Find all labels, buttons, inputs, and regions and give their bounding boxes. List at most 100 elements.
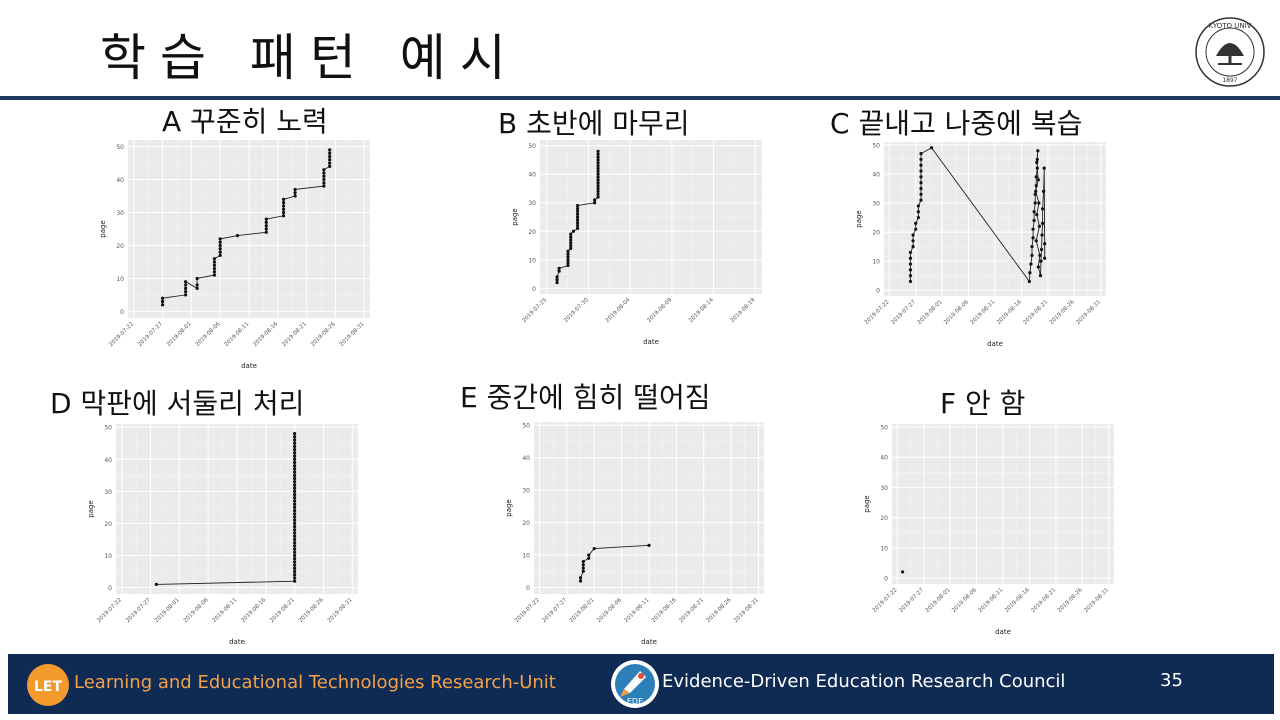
data-point xyxy=(195,283,199,287)
data-point xyxy=(212,263,217,267)
data-point xyxy=(1027,279,1031,284)
data-point xyxy=(293,557,297,561)
data-point xyxy=(293,483,297,487)
y-tick-label: 50 xyxy=(528,143,536,150)
data-point xyxy=(1043,256,1047,260)
plot-b: 0 10 20 30 40 50 2019-07-25 2019-07-30 2019-08-0… xyxy=(511,140,762,346)
data-point xyxy=(919,181,923,185)
data-point xyxy=(1035,166,1039,170)
data-point xyxy=(322,168,326,172)
data-point xyxy=(596,172,600,176)
x-axis-title: date xyxy=(995,628,1011,636)
data-point xyxy=(293,454,297,458)
data-point xyxy=(596,195,600,199)
data-point xyxy=(293,451,297,455)
panel-label-f: F 안 함 xyxy=(940,387,1026,420)
data-point xyxy=(1031,227,1035,231)
svg-text:KYOTO UNIV: KYOTO UNIV xyxy=(1209,22,1252,30)
x-tick-label: 2019-08-11 xyxy=(970,299,997,326)
data-point xyxy=(184,290,188,294)
x-tick-label: 2019-08-21 xyxy=(269,597,296,624)
x-tick-label: 2019-08-01 xyxy=(917,299,944,326)
data-point xyxy=(1036,265,1040,269)
data-point xyxy=(1040,233,1044,237)
x-tick-label: 2019-08-21 xyxy=(1030,587,1057,614)
panel-label-e: E 중간에 힘히 떨어짐 xyxy=(460,381,711,414)
data-point xyxy=(1034,183,1038,188)
y-tick-label: 40 xyxy=(116,177,124,184)
y-tick-label: 50 xyxy=(522,423,530,430)
data-point xyxy=(212,257,217,261)
y-axis-title: page xyxy=(511,208,519,225)
data-point xyxy=(596,178,600,182)
data-point xyxy=(293,569,297,574)
panel-label-a: A 꾸준히 노력 xyxy=(162,105,328,138)
data-point xyxy=(293,492,297,497)
data-point xyxy=(596,184,600,188)
data-point xyxy=(293,476,297,481)
x-tick-label: 2019-08-06 xyxy=(596,597,623,624)
x-tick-label: 2019-08-09 xyxy=(646,297,673,324)
data-point xyxy=(566,252,570,256)
y-tick-label: 40 xyxy=(522,455,530,462)
data-point xyxy=(293,525,297,529)
data-point xyxy=(1033,192,1037,196)
x-tick-label: 2019-08-16 xyxy=(252,321,279,348)
data-point xyxy=(575,218,580,222)
data-point xyxy=(1033,201,1037,205)
data-point xyxy=(900,570,905,574)
data-point xyxy=(293,470,297,474)
data-point xyxy=(235,233,240,238)
data-point xyxy=(293,448,297,452)
y-axis-title: page xyxy=(505,499,513,516)
data-point xyxy=(328,158,332,162)
x-tick-label: 2019-07-27 xyxy=(898,587,925,614)
data-point xyxy=(293,438,297,442)
data-point xyxy=(160,296,165,300)
data-point xyxy=(1035,160,1039,164)
data-point xyxy=(293,541,297,545)
data-point xyxy=(575,206,580,211)
data-point xyxy=(908,279,913,284)
data-point xyxy=(293,435,297,439)
data-point xyxy=(919,169,923,173)
data-point xyxy=(596,192,600,196)
data-point xyxy=(1036,178,1040,182)
data-point xyxy=(293,573,297,577)
data-point xyxy=(293,544,297,548)
data-point xyxy=(916,210,920,214)
y-tick-label: 30 xyxy=(880,485,888,492)
data-point xyxy=(264,230,268,234)
data-point xyxy=(293,457,297,461)
data-point xyxy=(575,209,580,213)
x-tick-label: 2019-07-22 xyxy=(514,597,541,624)
x-axis-title: date xyxy=(229,638,245,646)
data-point xyxy=(218,250,222,254)
x-tick-label: 2019-08-04 xyxy=(605,297,632,324)
x-tick-label: 2019-08-21 xyxy=(281,321,308,348)
data-point xyxy=(908,250,913,255)
y-tick-label: 30 xyxy=(522,488,530,495)
data-point xyxy=(184,293,188,297)
data-point xyxy=(1028,271,1032,275)
data-point xyxy=(328,164,332,168)
data-point xyxy=(1032,210,1036,214)
data-point xyxy=(596,186,600,191)
data-point xyxy=(566,263,570,268)
data-point xyxy=(293,537,297,542)
x-tick-label: 2019-07-27 xyxy=(890,299,917,326)
data-point xyxy=(154,582,158,586)
data-point xyxy=(293,460,297,465)
university-seal-icon: KYOTO UNIV 1897 xyxy=(1195,17,1265,87)
y-tick-label: 50 xyxy=(872,142,880,149)
data-point xyxy=(1038,253,1042,257)
data-point xyxy=(908,262,913,266)
x-tick-label: 2019-08-31 xyxy=(733,597,760,624)
data-point xyxy=(218,243,222,248)
data-point xyxy=(596,164,600,168)
data-point xyxy=(1031,236,1035,240)
data-point xyxy=(184,286,188,290)
data-point xyxy=(908,268,913,272)
data-point xyxy=(569,241,573,245)
y-axis-title: page xyxy=(87,500,95,517)
